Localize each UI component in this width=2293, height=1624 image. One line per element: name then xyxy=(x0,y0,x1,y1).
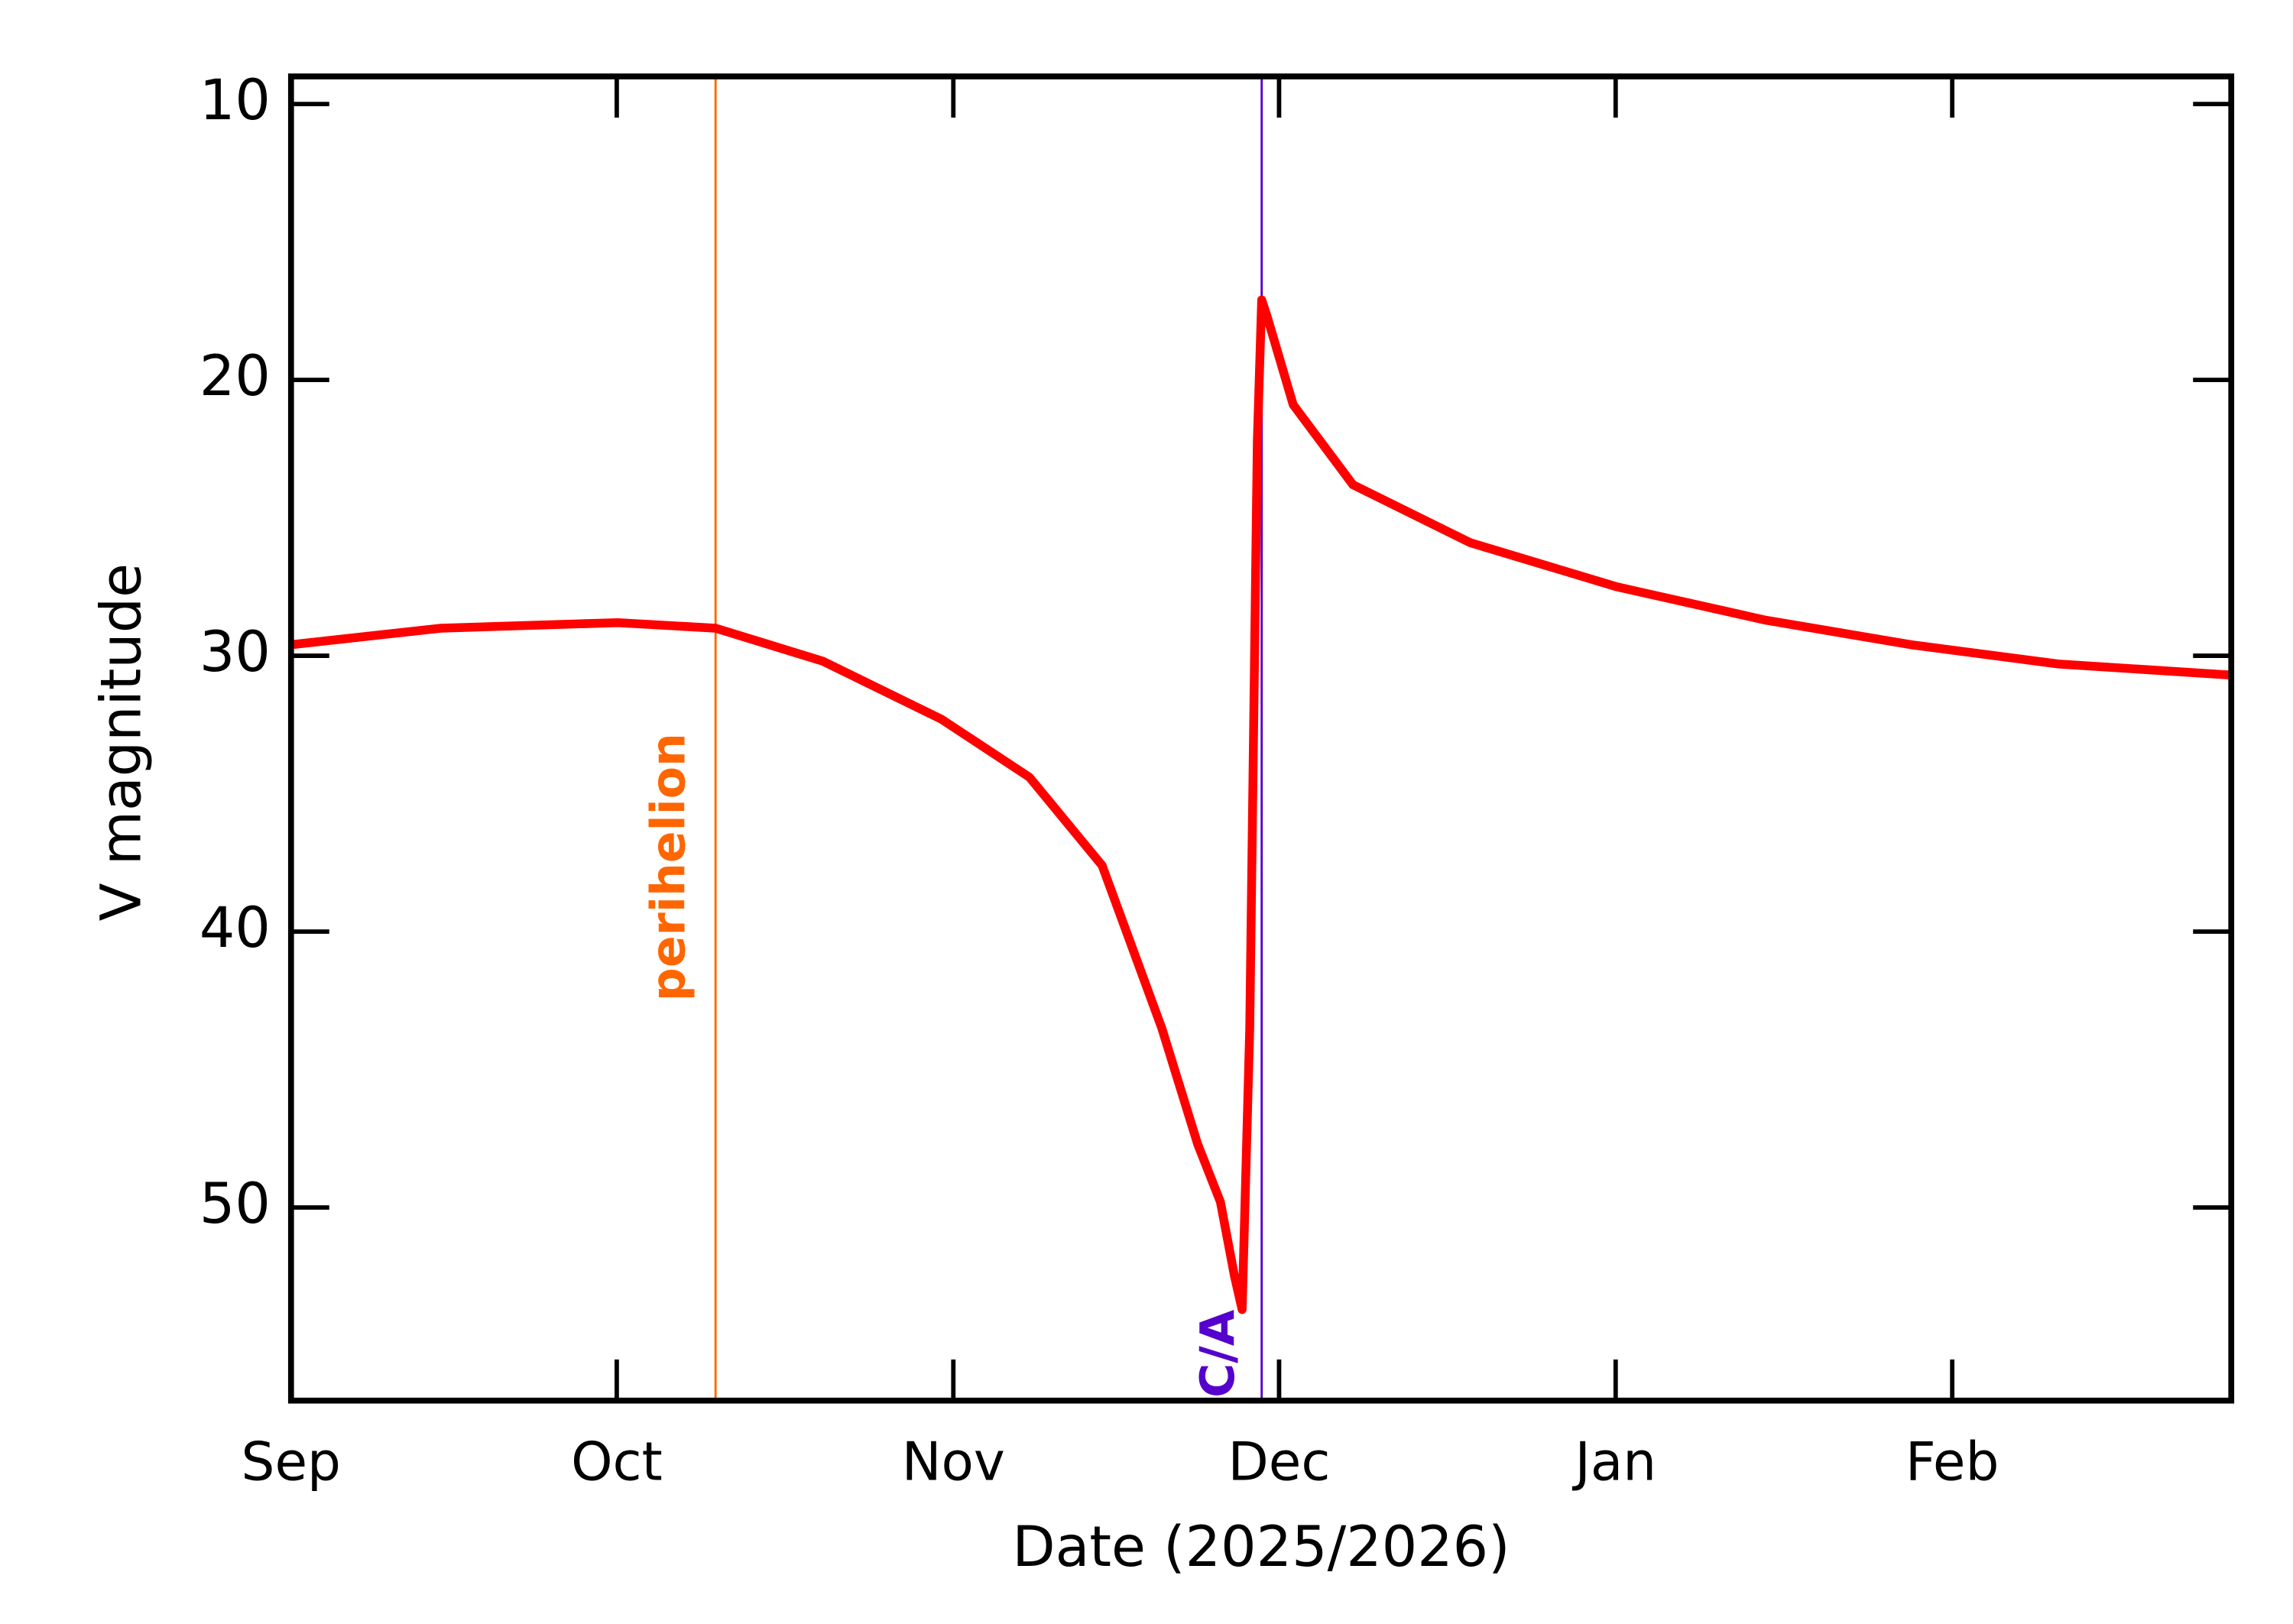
y-tick-label: 10 xyxy=(199,68,271,133)
x-tick-label: Jan xyxy=(1571,1431,1656,1493)
x-tick-label: Sep xyxy=(242,1431,341,1493)
y-tick-label: 40 xyxy=(199,896,271,961)
event-label: C/A xyxy=(1190,1309,1245,1398)
y-tick-label: 50 xyxy=(199,1172,271,1237)
x-axis-label: Date (2025/2026) xyxy=(1012,1515,1510,1580)
y-tick-label: 30 xyxy=(199,620,271,685)
x-tick-label: Feb xyxy=(1905,1431,1999,1493)
x-tick-label: Dec xyxy=(1228,1431,1330,1493)
y-tick-label: 20 xyxy=(199,344,271,409)
data-line xyxy=(290,295,2232,1314)
x-tick-label: Oct xyxy=(571,1431,663,1493)
y-axis-label: V magnitude xyxy=(89,563,154,921)
x-tick-label: Nov xyxy=(902,1431,1005,1493)
event-label: perihelion xyxy=(641,733,696,1001)
plot-frame xyxy=(287,73,2235,1404)
